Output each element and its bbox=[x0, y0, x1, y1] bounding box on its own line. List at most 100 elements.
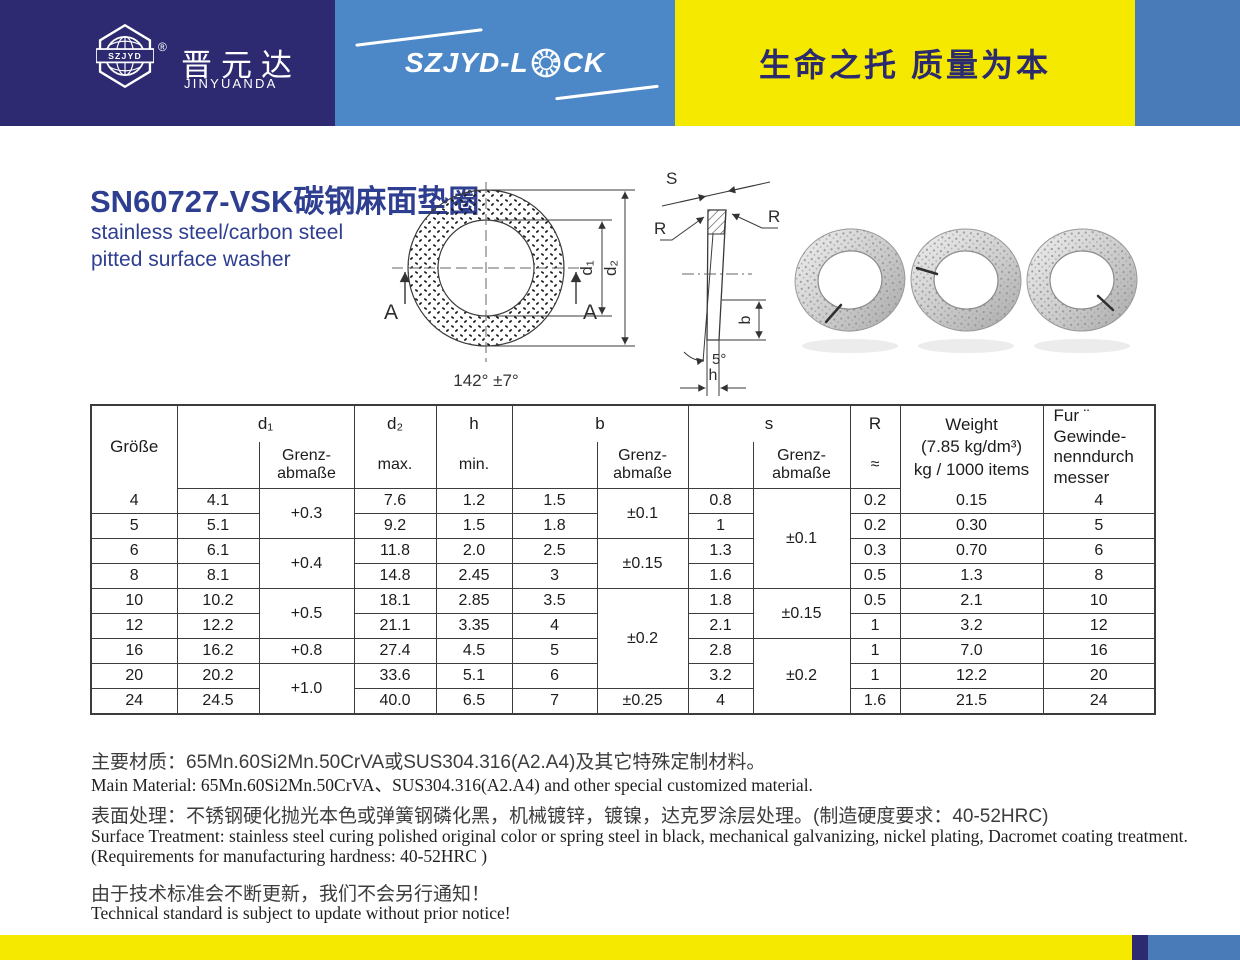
washer-photo-2 bbox=[910, 228, 1022, 353]
cell-weight: 7.0 bbox=[899, 638, 1044, 665]
cell-r: 1 bbox=[849, 638, 901, 665]
cell-size: 5 bbox=[90, 513, 178, 540]
cell-s: 4 bbox=[687, 688, 754, 715]
cell-d2: 14.8 bbox=[353, 563, 437, 590]
col-header-d2: d₂ bbox=[353, 404, 437, 442]
cell-d1: 10.2 bbox=[176, 588, 260, 615]
table-row: 12 12.2 21.1 3.35 4 2.1 1 3.2 12 bbox=[90, 613, 1156, 640]
cell-d1: 5.1 bbox=[176, 513, 260, 540]
section-label-a-right: A bbox=[583, 301, 597, 324]
cell-b-tol: ±0.1 bbox=[596, 488, 689, 540]
company-logo-icon: SZJYD bbox=[96, 23, 154, 89]
col-subheader-h-min: min. bbox=[435, 441, 513, 490]
cell-d1-tol: +0.5 bbox=[258, 588, 355, 640]
cell-thread: 4 bbox=[1042, 488, 1156, 515]
cell-h: 4.5 bbox=[435, 638, 513, 665]
cell-d2: 40.0 bbox=[353, 688, 437, 715]
cell-size: 20 bbox=[90, 663, 178, 690]
cell-s-tol: ±0.15 bbox=[752, 588, 851, 640]
cell-d1: 8.1 bbox=[176, 563, 260, 590]
cell-size: 12 bbox=[90, 613, 178, 640]
cell-size: 4 bbox=[90, 488, 178, 515]
cell-b-tol: ±0.2 bbox=[596, 588, 689, 690]
header-slogan-band: 生命之托 质量为本 bbox=[675, 0, 1135, 126]
cell-s: 1.8 bbox=[687, 588, 754, 615]
table-row: 4 4.1 +0.3 7.6 1.2 1.5 ±0.1 0.8 ±0.1 0.2… bbox=[90, 488, 1156, 590]
cell-thread: 12 bbox=[1042, 613, 1156, 640]
cell-thread: 16 bbox=[1042, 638, 1156, 665]
product-subtitle-line2: pitted surface washer bbox=[91, 248, 291, 271]
header-right-block bbox=[1135, 0, 1240, 126]
cell-weight: 0.70 bbox=[899, 538, 1044, 565]
radius-label-right: R bbox=[768, 207, 780, 226]
washer-photo-1 bbox=[794, 228, 906, 353]
cell-d2: 18.1 bbox=[353, 588, 437, 615]
cell-r: 0.5 bbox=[849, 588, 901, 615]
cell-r: 0.5 bbox=[849, 563, 901, 590]
cell-s: 2.1 bbox=[687, 613, 754, 640]
cell-d1: 12.2 bbox=[176, 613, 260, 640]
col-subheader-d1-value bbox=[176, 441, 260, 490]
footer-yellow-band bbox=[0, 935, 1132, 960]
cell-thread: 10 bbox=[1042, 588, 1156, 615]
cell-s: 1.3 bbox=[687, 538, 754, 565]
cell-b: 7 bbox=[511, 688, 598, 715]
brand-part1: SZJYD-L bbox=[404, 47, 529, 78]
cell-d1: 20.2 bbox=[176, 663, 260, 690]
cell-b: 4 bbox=[511, 613, 598, 640]
update-note-cn: 由于技术标准会不断更新，我们不会另行通知！ bbox=[91, 884, 491, 905]
col-subheader-d2-max: max. bbox=[353, 441, 437, 490]
cell-h: 6.5 bbox=[435, 688, 513, 715]
cell-d1-tol: +1.0 bbox=[258, 663, 355, 715]
product-subtitle-line1: stainless steel/carbon steel bbox=[91, 221, 344, 244]
col-header-b: b bbox=[511, 404, 689, 442]
cell-s-tol: ±0.1 bbox=[752, 488, 851, 590]
surface-note-cn: 表面处理：不锈钢硬化抛光本色或弹簧钢磷化黑，机械镀锌，镀镍，达克罗涂层处理。(制… bbox=[91, 806, 1049, 827]
logo-badge-text: SZJYD bbox=[108, 51, 142, 61]
cell-d2: 27.4 bbox=[353, 638, 437, 665]
cell-weight: 0.15 bbox=[899, 488, 1044, 515]
surface-note-en: Surface Treatment: stainless steel curin… bbox=[91, 826, 1188, 846]
dim-label-d1: d₁ bbox=[577, 260, 596, 275]
material-note-cn: 主要材质：65Mn.60Si2Mn.50CrVA或SUS304.316(A2.A… bbox=[91, 752, 766, 773]
col-subheader-s-value bbox=[687, 441, 754, 490]
cell-b: 6 bbox=[511, 663, 598, 690]
footer-blue-band bbox=[1148, 935, 1240, 960]
radius-label-left: R bbox=[654, 219, 666, 238]
col-header-thread: Fur ¨ Gewinde- nenndurch messer bbox=[1042, 404, 1156, 489]
dim-label-d2: d₂ bbox=[601, 260, 620, 276]
material-note-en: Main Material: 65Mn.60Si2Mn.50CrVA、SUS30… bbox=[91, 775, 813, 795]
dim-label-s: S bbox=[666, 169, 677, 188]
cell-s: 2.8 bbox=[687, 638, 754, 665]
table-row: 10 10.2 +0.5 18.1 2.85 3.5 ±0.2 1.8 ±0.1… bbox=[90, 588, 1156, 690]
product-photos bbox=[792, 210, 1140, 360]
cell-r: 0.2 bbox=[849, 488, 901, 515]
cell-d1: 16.2 bbox=[176, 638, 260, 665]
cell-h: 2.45 bbox=[435, 563, 513, 590]
surface-note-en2: (Requirements for manufacturing hardness… bbox=[91, 846, 488, 866]
cell-thread: 20 bbox=[1042, 663, 1156, 690]
cell-h: 1.2 bbox=[435, 488, 513, 515]
cell-b: 1.8 bbox=[511, 513, 598, 540]
brand-part2: CK bbox=[562, 47, 606, 78]
cell-r: 1 bbox=[849, 613, 901, 640]
cell-weight: 12.2 bbox=[899, 663, 1044, 690]
cell-weight: 21.5 bbox=[899, 688, 1044, 715]
cell-d1: 4.1 bbox=[176, 488, 260, 515]
cell-size: 8 bbox=[90, 563, 178, 590]
cell-b: 1.5 bbox=[511, 488, 598, 515]
col-header-r: R bbox=[849, 404, 901, 442]
angle-annotation: 142° ±7° bbox=[453, 371, 518, 390]
cell-s: 3.2 bbox=[687, 663, 754, 690]
section-label-a-left: A bbox=[384, 301, 398, 324]
table-row: 20 20.2 +1.0 33.6 5.1 6 3.2 1 12.2 20 bbox=[90, 663, 1156, 715]
washer-o-icon bbox=[531, 48, 560, 78]
col-header-weight: Weight (7.85 kg/dm³) kg / 1000 items bbox=[899, 404, 1044, 489]
cell-d1: 24.5 bbox=[176, 688, 260, 715]
cell-thread: 8 bbox=[1042, 563, 1156, 590]
cell-s: 1 bbox=[687, 513, 754, 540]
cell-size: 16 bbox=[90, 638, 178, 665]
cell-r: 1.6 bbox=[849, 688, 901, 715]
company-name-cn: 晋元达 bbox=[181, 48, 301, 83]
company-name-en: JINYUANDA bbox=[184, 76, 278, 91]
